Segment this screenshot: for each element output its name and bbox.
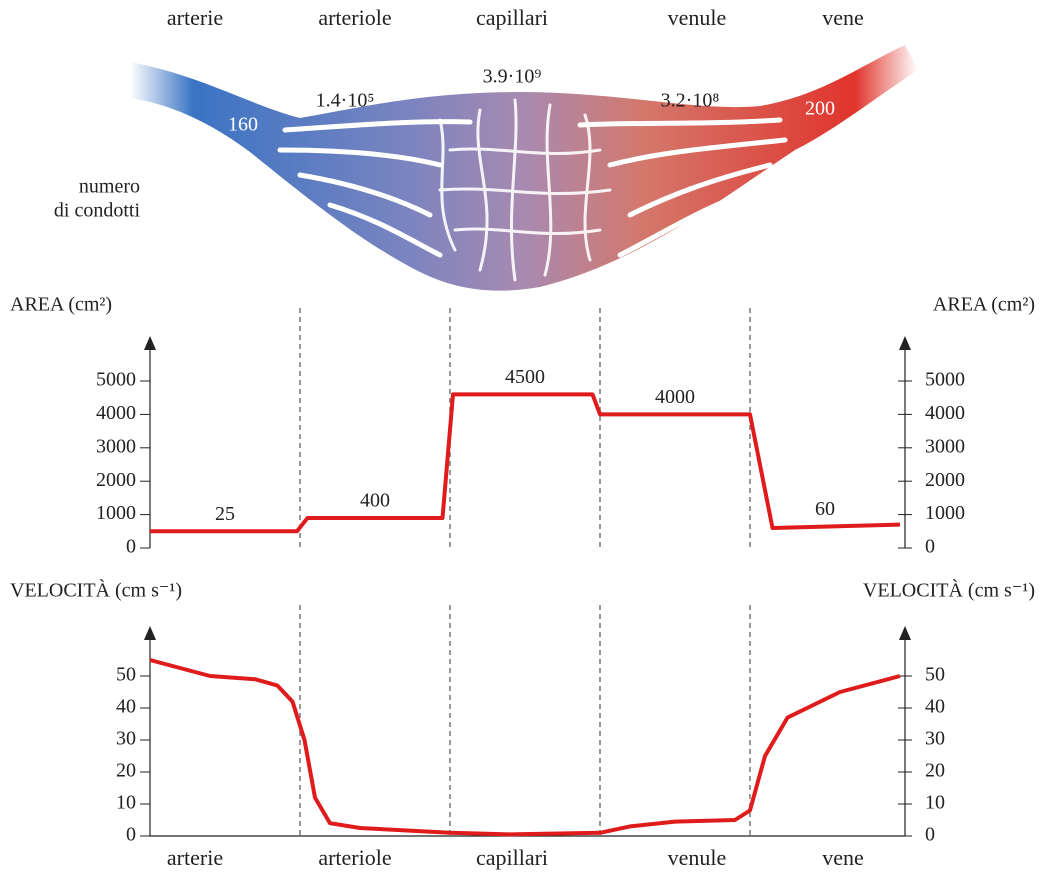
data-line	[150, 394, 900, 531]
vessel-count: 3.2·10⁸	[661, 90, 720, 112]
segment-label: arterie	[167, 5, 223, 30]
vessel-count: 1.4·10⁵	[316, 90, 375, 112]
y-tick-label: 40	[116, 696, 136, 718]
x-category-label: venule	[668, 845, 727, 870]
figure: arterie arteriole capillari venule vene 160 1.…	[0, 0, 1045, 876]
y-tick-label: 30	[116, 728, 136, 750]
annotation: 400	[360, 490, 390, 512]
vessel-count: 160	[228, 114, 258, 136]
axis-arrow	[899, 336, 911, 350]
axis-arrow	[899, 626, 911, 640]
y2-tick-label: 40	[925, 696, 945, 718]
y-tick-label: 3000	[96, 435, 136, 457]
y2-tick-label: 5000	[925, 369, 965, 391]
axis-arrow	[144, 626, 156, 640]
y2-tick-label: 0	[925, 536, 935, 558]
y-axis-label: AREA (cm²)	[10, 294, 112, 316]
segment-label: capillari	[476, 5, 548, 30]
y2-tick-label: 3000	[925, 435, 965, 457]
x-category-label: arteriole	[318, 845, 391, 870]
axis-arrow	[144, 336, 156, 350]
caption: di condotti	[54, 200, 141, 222]
y2-tick-label: 10	[925, 792, 945, 814]
annotation: 25	[215, 503, 235, 525]
x-category-label: capillari	[476, 845, 548, 870]
y-tick-label: 4000	[96, 402, 136, 424]
y2-tick-label: 2000	[925, 469, 965, 491]
segment-label: vene	[822, 5, 864, 30]
y2-tick-label: 1000	[925, 502, 965, 524]
x-category-label: arterie	[167, 845, 223, 870]
y-tick-label: 2000	[96, 469, 136, 491]
annotation: 4500	[505, 366, 545, 388]
vessel-count: 200	[805, 98, 835, 120]
vessel-count: 3.9·10⁹	[483, 66, 542, 88]
segment-label: arteriole	[318, 5, 391, 30]
y2-axis-label: VELOCITÀ (cm s⁻¹)	[863, 579, 1035, 602]
y-axis-label: VELOCITÀ (cm s⁻¹)	[10, 579, 182, 602]
y-tick-label: 1000	[96, 502, 136, 524]
y2-tick-label: 4000	[925, 402, 965, 424]
y2-axis-label: AREA (cm²)	[933, 294, 1035, 316]
y2-tick-label: 30	[925, 728, 945, 750]
annotation: 4000	[655, 386, 695, 408]
y2-tick-label: 20	[925, 760, 945, 782]
data-line	[150, 660, 900, 834]
annotation: 60	[815, 498, 835, 520]
y2-tick-label: 50	[925, 664, 945, 686]
y-tick-label: 0	[126, 824, 136, 846]
caption: numero	[79, 176, 140, 198]
x-category-label: vene	[822, 845, 864, 870]
y-tick-label: 20	[116, 760, 136, 782]
y-tick-label: 5000	[96, 369, 136, 391]
y-tick-label: 10	[116, 792, 136, 814]
y2-tick-label: 0	[925, 824, 935, 846]
y-tick-label: 0	[126, 536, 136, 558]
segment-label: venule	[668, 5, 727, 30]
y-tick-label: 50	[116, 664, 136, 686]
